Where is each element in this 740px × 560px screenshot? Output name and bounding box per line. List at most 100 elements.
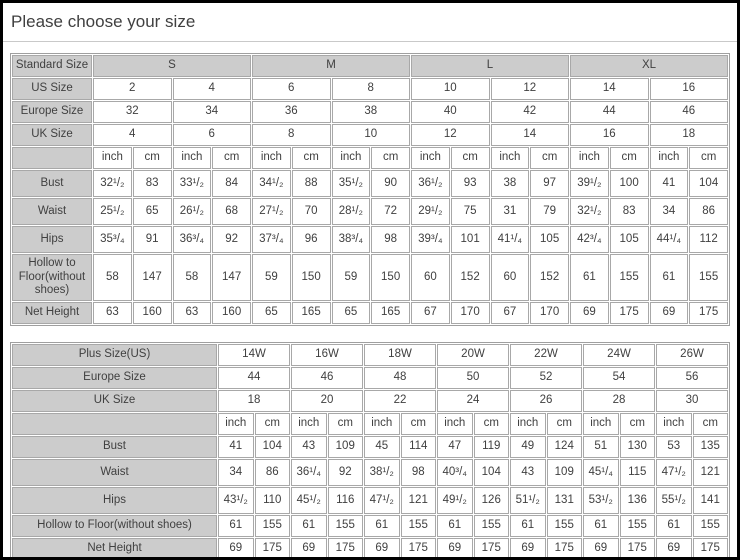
row-label-cell: Hips — [12, 486, 217, 514]
value-cell: 14 — [490, 124, 569, 147]
value-cell: L — [411, 55, 569, 78]
value-cell: 60 — [411, 254, 450, 301]
value-cell: 18 — [218, 389, 290, 412]
value-cell: 61 — [656, 514, 692, 537]
value-cell: 83 — [132, 170, 172, 198]
value-cell: 155 — [692, 514, 728, 537]
value-cell: 152 — [530, 254, 569, 301]
value-cell: 101 — [450, 226, 490, 254]
value-cell: 150 — [371, 254, 410, 301]
value-cell: 44 — [218, 366, 290, 389]
value-cell: 104 — [254, 435, 290, 458]
value-cell: 31 — [490, 198, 530, 226]
value-cell: 2 — [93, 78, 172, 101]
value-cell: 61 — [364, 514, 400, 537]
value-cell: 34 — [172, 101, 251, 124]
unit-cell: cm — [609, 147, 649, 170]
value-cell: 67 — [490, 301, 530, 324]
row-label-cell: Hollow to Floor(without shoes) — [12, 254, 92, 301]
value-cell: 36 — [252, 101, 331, 124]
standard-size-table: Standard Size S M L XL US Size 2 4 6 8 10 12 14 16 Eur… — [10, 53, 730, 326]
row-label-cell: Europe Size — [12, 101, 92, 124]
value-cell: 42 — [490, 101, 569, 124]
value-cell: 110 — [254, 486, 290, 514]
unit-cell: inch — [331, 147, 371, 170]
row-label-cell — [12, 412, 217, 435]
row-label-cell: Hips — [12, 226, 92, 254]
value-cell: 36³/₄ — [172, 226, 212, 254]
value-cell: 53¹/₂ — [583, 486, 619, 514]
unit-cell: inch — [364, 412, 400, 435]
value-cell: 45¹/₂ — [291, 486, 327, 514]
value-cell: S — [93, 55, 251, 78]
value-cell: 12 — [490, 78, 569, 101]
value-cell: 155 — [254, 514, 290, 537]
value-cell: 10 — [411, 78, 490, 101]
value-cell: 61 — [649, 254, 689, 301]
value-cell: 38¹/₂ — [364, 458, 400, 486]
value-cell: 41 — [649, 170, 689, 198]
value-cell: 135 — [692, 435, 728, 458]
row-label-cell: Waist — [12, 198, 92, 226]
value-cell: 92 — [212, 226, 251, 254]
value-cell: 49 — [510, 435, 546, 458]
unit-cell: inch — [649, 147, 689, 170]
value-cell: 69 — [291, 537, 327, 557]
unit-cell: cm — [692, 412, 728, 435]
row-label-cell: Bust — [12, 170, 92, 198]
value-cell: 69 — [570, 301, 609, 324]
value-cell: 46 — [649, 101, 728, 124]
value-cell: 4 — [172, 78, 251, 101]
table-row: inch cm inch cm inch cm inch cm inch cm inch cm inch… — [12, 412, 728, 435]
value-cell: 58 — [172, 254, 212, 301]
value-cell: 69 — [364, 537, 400, 557]
value-cell: 97 — [530, 170, 569, 198]
table-row: Europe Size 32 34 36 38 40 42 44 46 — [12, 101, 728, 124]
value-cell: 155 — [473, 514, 509, 537]
value-cell: 155 — [327, 514, 363, 537]
value-cell: 155 — [546, 514, 582, 537]
value-cell: 63 — [172, 301, 212, 324]
row-label-cell: US Size — [12, 78, 92, 101]
table-row: Plus Size(US) 14W 16W 18W 20W 22W 24W 26W — [12, 343, 728, 366]
value-cell: 59 — [252, 254, 291, 301]
title-divider — [3, 41, 737, 43]
value-cell: 109 — [327, 435, 363, 458]
value-cell: 126 — [473, 486, 509, 514]
value-cell: 38³/₄ — [331, 226, 371, 254]
value-cell: 72 — [371, 198, 410, 226]
value-cell: 36¹/₂ — [411, 170, 450, 198]
value-cell: 175 — [254, 537, 290, 557]
value-cell: 4 — [93, 124, 172, 147]
value-cell: 152 — [450, 254, 490, 301]
row-label-cell: Net Height — [12, 537, 217, 557]
value-cell: 6 — [172, 124, 251, 147]
value-cell: 61 — [583, 514, 619, 537]
value-cell: 155 — [619, 514, 655, 537]
value-cell: 105 — [609, 226, 649, 254]
value-cell: 47¹/₂ — [656, 458, 692, 486]
value-cell: 37³/₄ — [252, 226, 291, 254]
value-cell: 40³/₄ — [437, 458, 473, 486]
row-label-cell: UK Size — [12, 124, 92, 147]
value-cell: 68 — [212, 198, 251, 226]
value-cell: 8 — [252, 124, 331, 147]
row-label-cell: Bust — [12, 435, 217, 458]
value-cell: 16 — [649, 78, 728, 101]
value-cell: 48 — [364, 366, 436, 389]
table-row: UK Size 4 6 8 10 12 14 16 18 — [12, 124, 728, 147]
value-cell: 175 — [327, 537, 363, 557]
value-cell: 30 — [656, 389, 728, 412]
unit-cell: cm — [546, 412, 582, 435]
row-label-cell: Plus Size(US) — [12, 343, 217, 366]
value-cell: 32¹/₂ — [93, 170, 132, 198]
value-cell: 136 — [619, 486, 655, 514]
unit-cell: inch — [93, 147, 132, 170]
value-cell: 170 — [450, 301, 490, 324]
row-label-cell: Waist — [12, 458, 217, 486]
value-cell: 50 — [437, 366, 509, 389]
value-cell: 100 — [609, 170, 649, 198]
unit-cell: cm — [450, 147, 490, 170]
value-cell: 61 — [510, 514, 546, 537]
